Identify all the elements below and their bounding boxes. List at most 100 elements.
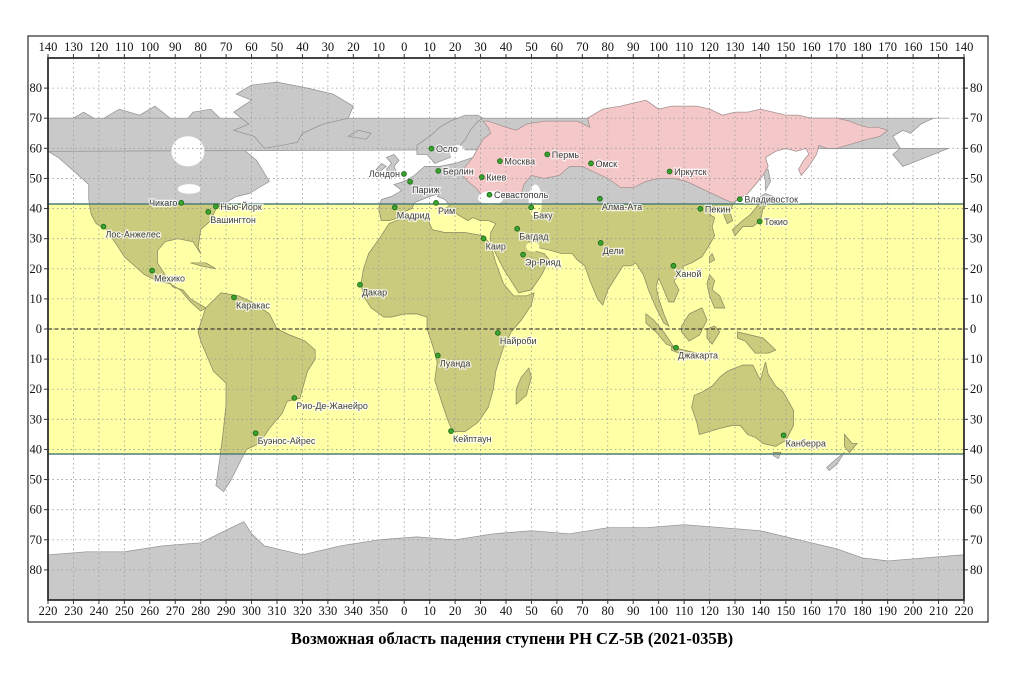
- lat-label-right: 20: [970, 382, 983, 396]
- city-Баку: Баку: [528, 204, 554, 222]
- lat-label-right: 30: [970, 232, 983, 246]
- city-marker: [433, 199, 439, 206]
- lon-label-top: 30: [474, 40, 487, 54]
- lat-label-left: 70: [30, 111, 43, 125]
- city-marker: [597, 240, 604, 246]
- city-marker: [401, 171, 407, 177]
- lon-label-top: 130: [64, 40, 83, 54]
- lon-label-top: 20: [449, 40, 462, 54]
- lon-label-top: 170: [827, 40, 846, 54]
- city-label: Луанда: [440, 358, 471, 368]
- city-label: Мадрид: [397, 210, 431, 220]
- lon-label-top: 80: [194, 40, 207, 54]
- lat-label-right: 60: [970, 503, 983, 517]
- lon-label-bottom: 120: [700, 604, 719, 618]
- city-label: Пекин: [705, 204, 730, 214]
- city-Джакарта: Джакарта: [673, 344, 719, 362]
- lon-label-top: 10: [423, 40, 436, 54]
- lon-label-top: 180: [853, 40, 872, 54]
- city-marker: [780, 432, 787, 439]
- band-landmass-japan: [732, 204, 768, 237]
- city-label: Нью-Йорк: [220, 201, 261, 212]
- lon-label-top: 110: [115, 40, 133, 54]
- city-Каракас: Каракас: [231, 294, 272, 312]
- lon-label-bottom: 340: [344, 604, 363, 618]
- lon-label-top: 40: [500, 40, 513, 54]
- city-Киев: Киев: [478, 171, 508, 184]
- lat-label-right: 80: [970, 563, 983, 577]
- landmass-ireland: [375, 162, 388, 173]
- cities: Чикаго Нью-Йорк Вашингтон Лос-Анжелес Мехико…: [100, 143, 827, 449]
- city-Рио-Де-Жанейро: Рио-Де-Жанейро: [291, 395, 369, 412]
- lon-label-bottom: 280: [191, 604, 210, 618]
- city-label: Токио: [764, 217, 788, 227]
- city-label: Пермь: [552, 150, 580, 160]
- city-label: Каракас: [236, 300, 270, 310]
- city-label: Чикаго: [149, 198, 177, 208]
- city-label: Джакарта: [678, 351, 718, 361]
- lon-label-bottom: 330: [319, 604, 338, 618]
- baltic-sea: [450, 145, 466, 161]
- city-Пекин: Пекин: [697, 203, 732, 216]
- city-Рим: Рим: [433, 199, 456, 217]
- band-landmass-taiwan: [709, 253, 716, 264]
- lon-label-bottom: 130: [726, 604, 745, 618]
- lat-label-right: 10: [970, 352, 983, 366]
- city-marker: [673, 344, 679, 351]
- city-marker: [756, 218, 763, 225]
- lon-label-bottom: 250: [115, 604, 134, 618]
- city-marker: [205, 209, 212, 215]
- great-lakes: [177, 184, 201, 194]
- lon-label-top: 120: [90, 40, 109, 54]
- lat-label-left: 60: [30, 141, 43, 155]
- lon-label-top: 150: [777, 40, 796, 54]
- band-landmass-sumatra: [645, 313, 675, 348]
- lat-label-right: 40: [970, 202, 983, 216]
- lat-label-right: 70: [970, 533, 983, 547]
- city-label: Алма-Ата: [602, 202, 642, 212]
- city-marker: [736, 196, 743, 203]
- city-Канберра: Канберра: [780, 432, 827, 449]
- lat-label-right: 80: [970, 81, 983, 95]
- city-marker: [495, 330, 501, 336]
- lon-label-bottom: 200: [904, 604, 923, 618]
- hudson-bay: [171, 136, 205, 167]
- city-Найроби: Найроби: [495, 330, 538, 347]
- city-label: Киев: [486, 173, 506, 183]
- band-landmass-sulawesi: [706, 325, 721, 345]
- region-russia: [462, 99, 889, 203]
- city-label: Иркутск: [674, 167, 707, 177]
- lon-label-bottom: 20: [449, 604, 462, 618]
- city-label: Париж: [412, 185, 440, 195]
- city-marker: [528, 204, 535, 211]
- band-landmass-australia: [691, 362, 794, 447]
- lat-label-left: 50: [30, 171, 43, 185]
- lon-label-bottom: 30: [474, 604, 487, 618]
- lat-label-right: 50: [970, 473, 983, 487]
- city-marker: [434, 352, 441, 359]
- city-marker: [497, 158, 503, 164]
- band-landmass-south-america: [197, 292, 316, 454]
- city-label: Буэнос-Айрес: [258, 436, 316, 446]
- city-marker: [544, 151, 551, 158]
- city-marker: [231, 294, 237, 301]
- map-area: Чикаго Нью-Йорк Вашингтон Лос-Анжелес Мехико…: [48, 58, 964, 600]
- city-label: Лондон: [369, 169, 400, 179]
- landmass-uk: [385, 153, 400, 180]
- lat-label-left: 40: [30, 442, 43, 456]
- city-Владивосток: Владивосток: [736, 194, 799, 206]
- lat-label-left: 80: [30, 81, 43, 95]
- city-label: Москва: [504, 157, 535, 167]
- city-Дакар: Дакар: [357, 281, 388, 299]
- city-marker: [407, 178, 413, 185]
- lon-label-bottom: 0: [401, 604, 407, 618]
- lat-label-left: 70: [30, 533, 43, 547]
- city-label: Канберра: [786, 438, 826, 448]
- lon-label-bottom: 180: [853, 604, 872, 618]
- city-label: Ханой: [675, 269, 701, 279]
- city-Лос-Анжелес: Лос-Анжелес: [100, 223, 162, 241]
- lon-label-top: 160: [904, 40, 923, 54]
- city-label: Дакар: [362, 288, 387, 298]
- city-marker: [666, 168, 673, 175]
